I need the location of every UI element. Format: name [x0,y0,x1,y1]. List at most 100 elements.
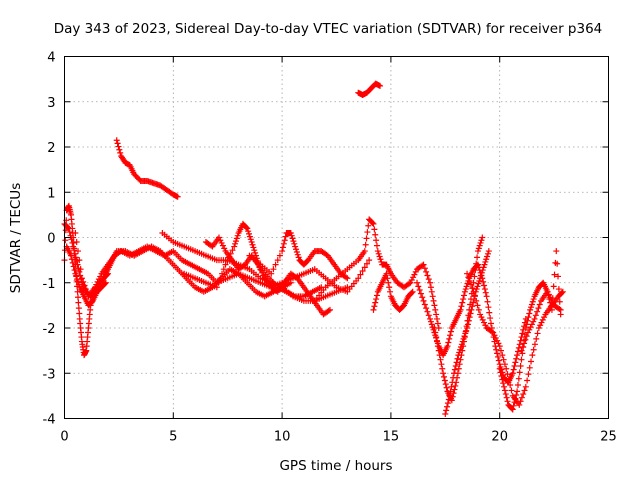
data-point [475,306,482,313]
data-point [220,266,227,273]
data-point [375,250,382,257]
data-point [374,248,381,255]
data-point [259,269,266,276]
data-point [420,261,427,268]
data-point [451,370,458,377]
data-point [274,257,281,264]
data-point [491,338,498,345]
data-point [447,388,454,395]
data-point [376,253,383,260]
data-point [77,266,84,273]
data-point [213,284,220,291]
data-point [522,383,529,390]
data-point [425,276,432,283]
data-point [496,365,503,372]
data-point [442,381,449,388]
data-point [290,238,297,245]
data-point [377,82,384,89]
data-point [73,239,80,246]
data-point [474,283,481,290]
data-point [449,379,456,386]
data-point [528,321,535,328]
y-tick-label: -2 [43,322,56,337]
data-point [359,267,366,274]
data-point [409,288,416,295]
data-point [464,270,471,277]
data-point [475,280,482,287]
data-point [363,235,370,242]
data-point [461,333,468,340]
data-point [455,352,462,359]
data-point [344,275,351,282]
data-point [469,285,476,292]
data-point [424,308,431,315]
data-point [217,275,224,282]
data-point [521,340,528,347]
data-point [458,341,465,348]
data-point [279,244,286,251]
data-point [464,321,471,328]
data-point [509,406,516,413]
data-point [529,352,536,359]
data-point [501,387,508,394]
data-point [544,288,551,295]
data-point [412,268,419,275]
data-point [427,318,434,325]
data-point [554,260,561,267]
data-point [457,306,464,313]
data-point [280,240,287,247]
data-point [447,332,454,339]
data-point [523,321,530,328]
data-point [344,284,351,291]
data-point [460,335,467,342]
data-point [406,280,413,287]
data-point [219,242,226,249]
x-tick-label: 15 [383,430,400,445]
data-point [369,220,376,227]
data-point [75,299,82,306]
data-point [524,317,531,324]
data-point [466,277,473,284]
data-point [439,365,446,372]
data-point [518,356,525,363]
data-point [132,172,139,179]
data-point [373,296,380,303]
data-point [473,297,480,304]
data-point [494,350,501,357]
data-point [485,248,492,255]
data-point [499,352,506,359]
data-point [497,369,504,376]
data-point [534,330,541,337]
data-point [481,261,488,268]
data-point [507,382,514,389]
data-point [78,275,85,282]
data-point [425,312,432,319]
data-point [444,400,451,407]
data-point [81,282,88,289]
data-point [417,290,424,297]
data-point [443,407,450,414]
data-point [72,270,79,277]
data-point [536,301,543,308]
data-point [504,398,511,405]
data-point [515,344,522,351]
data-point [495,357,502,364]
data-point [75,305,82,312]
data-point [229,247,236,254]
data-point [419,262,426,269]
data-point [450,390,457,397]
data-point [421,265,428,272]
data-point [474,248,481,255]
data-point [446,392,453,399]
data-point [530,318,537,325]
data-point [535,305,542,312]
data-point [371,303,378,310]
data-point [539,316,546,323]
data-point [385,279,392,286]
data-point [481,319,488,326]
data-point [62,237,69,244]
data-point [487,320,494,327]
data-point [451,386,458,393]
data-point [512,359,519,366]
data-point [528,358,535,365]
